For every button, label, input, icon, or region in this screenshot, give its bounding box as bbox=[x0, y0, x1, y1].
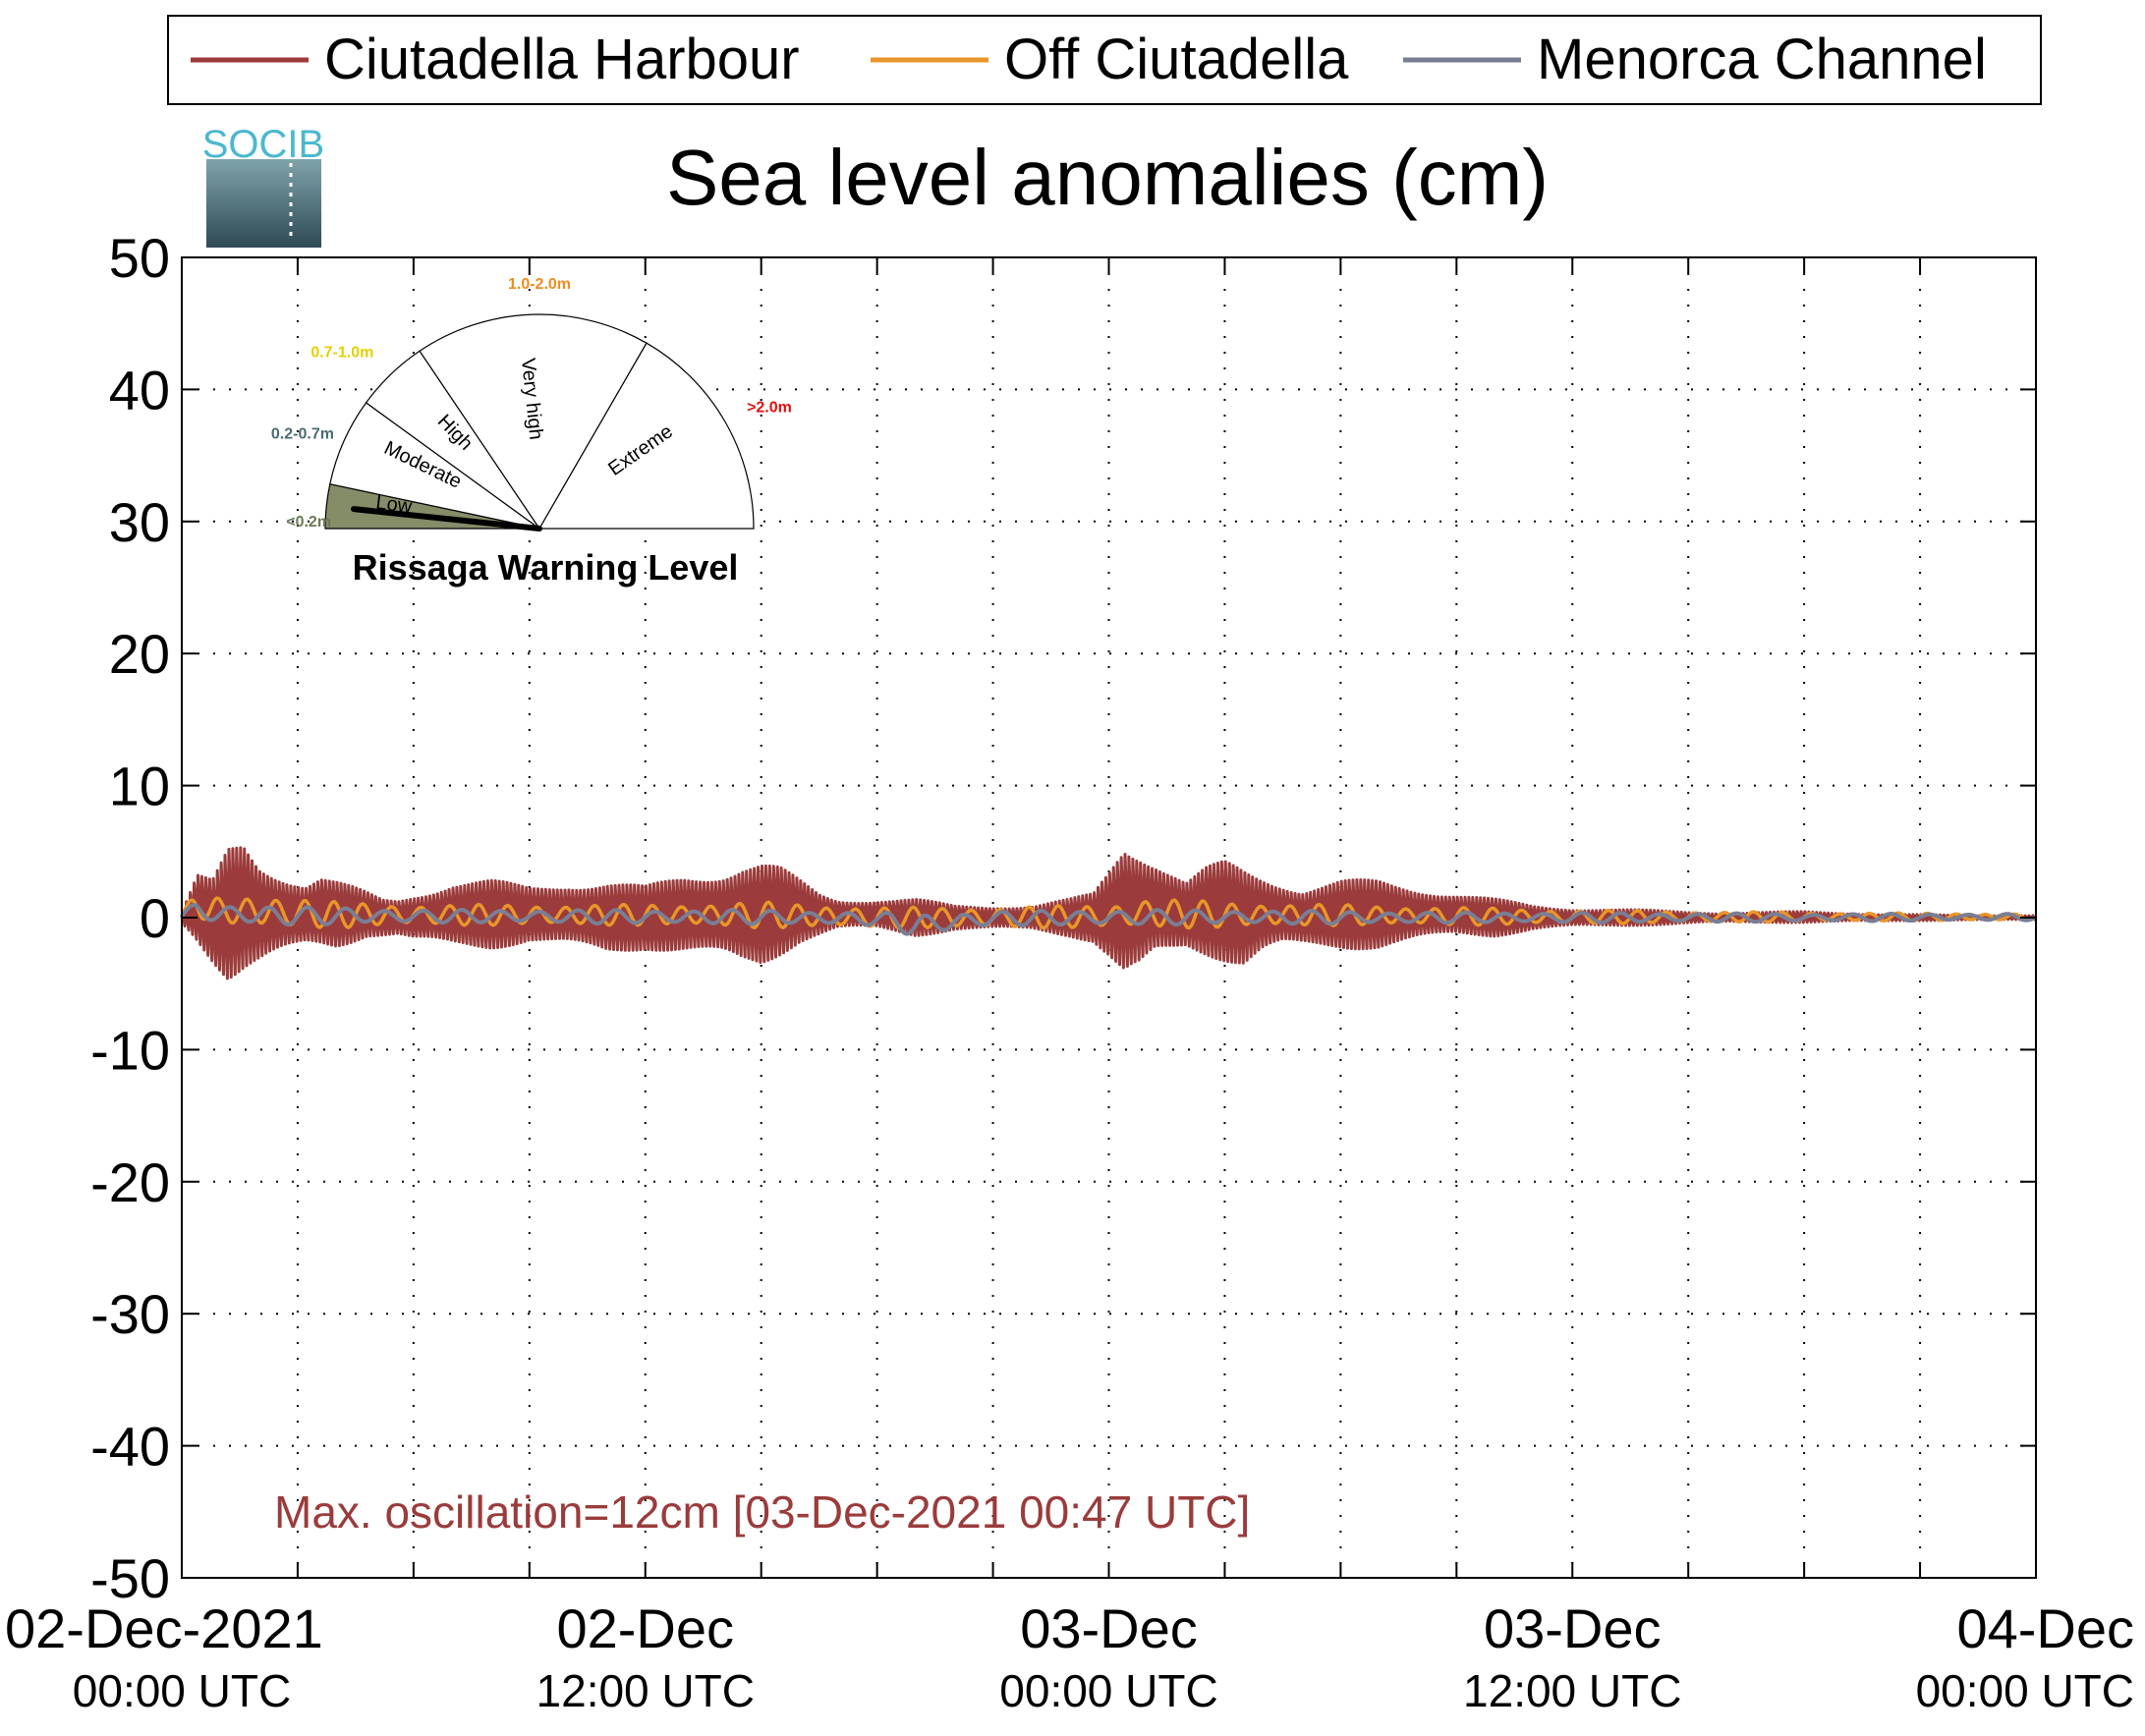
y-tick-label: -50 bbox=[90, 1547, 170, 1609]
legend-label-ciutadella-harbour: Ciutadella Harbour bbox=[324, 28, 800, 91]
gauge-range-very-high: 1.0-2.0m bbox=[508, 276, 571, 293]
x-tick-label-time: 12:00 UTC bbox=[1463, 1665, 1681, 1716]
chart-title: Sea level anomalies (cm) bbox=[666, 134, 1549, 221]
y-tick-label: 30 bbox=[109, 491, 170, 553]
gauge-range-low: <0.2m bbox=[286, 514, 331, 531]
x-tick-label-time: 00:00 UTC bbox=[999, 1665, 1217, 1716]
y-tick-label: -40 bbox=[90, 1416, 170, 1478]
y-tick-label: 0 bbox=[140, 887, 170, 949]
legend-label-off-ciutadella: Off Ciutadella bbox=[1004, 28, 1349, 91]
gauge-segment-extreme bbox=[537, 342, 755, 530]
y-tick-label: -20 bbox=[90, 1151, 170, 1213]
y-tick-label: 40 bbox=[109, 359, 170, 420]
gauge-range-extreme: >2.0m bbox=[747, 400, 792, 417]
y-tick-label: 20 bbox=[109, 623, 170, 685]
y-tick-label: -10 bbox=[90, 1019, 170, 1081]
gauge-title: Rissaga Warning Level bbox=[353, 547, 739, 588]
gauge-range-high: 0.7-1.0m bbox=[310, 344, 373, 361]
y-tick-label: -30 bbox=[90, 1283, 170, 1345]
series-layer bbox=[180, 846, 2038, 980]
x-tick-label-time: 00:00 UTC bbox=[73, 1665, 291, 1716]
y-axis: 50 40 30 20 10 0 -10 -20 -30 -40 -50 bbox=[90, 227, 2036, 1609]
max-oscillation-annotation: Max. oscillation=12cm [03-Dec-2021 00:47… bbox=[274, 1486, 1250, 1538]
x-tick-label-time: 12:00 UTC bbox=[536, 1665, 755, 1716]
y-tick-label: 50 bbox=[109, 227, 170, 289]
x-axis: 02-Dec-2021 00:00 UTC 02-Dec 12:00 UTC 03-De… bbox=[5, 257, 2134, 1716]
x-tick-label-date: 03-Dec bbox=[1020, 1597, 1198, 1659]
socib-logo-band bbox=[206, 159, 321, 248]
series-line-menorca-channel bbox=[180, 903, 2037, 936]
y-tick-label: 10 bbox=[109, 756, 170, 817]
x-tick-label-date: 02-Dec-2021 bbox=[5, 1597, 323, 1659]
x-tick-label-date: 02-Dec bbox=[556, 1597, 734, 1659]
legend-label-menorca-channel: Menorca Channel bbox=[1537, 28, 1987, 91]
legend-frame bbox=[167, 15, 2042, 105]
gauge-range-moderate: 0.2-0.7m bbox=[271, 426, 334, 443]
x-tick-label-time: 00:00 UTC bbox=[1916, 1665, 2134, 1716]
legend: Ciutadella Harbour Off Ciutadella Menorc… bbox=[167, 15, 2042, 105]
gauge-needle bbox=[351, 506, 542, 532]
gauge-segment-very-high bbox=[419, 313, 648, 531]
x-tick-label-date: 04-Dec bbox=[1956, 1597, 2134, 1659]
socib-logo-text: SOCIB bbox=[202, 123, 324, 166]
socib-logo: SOCIB bbox=[202, 123, 324, 248]
x-tick-label-date: 03-Dec bbox=[1484, 1597, 1662, 1659]
